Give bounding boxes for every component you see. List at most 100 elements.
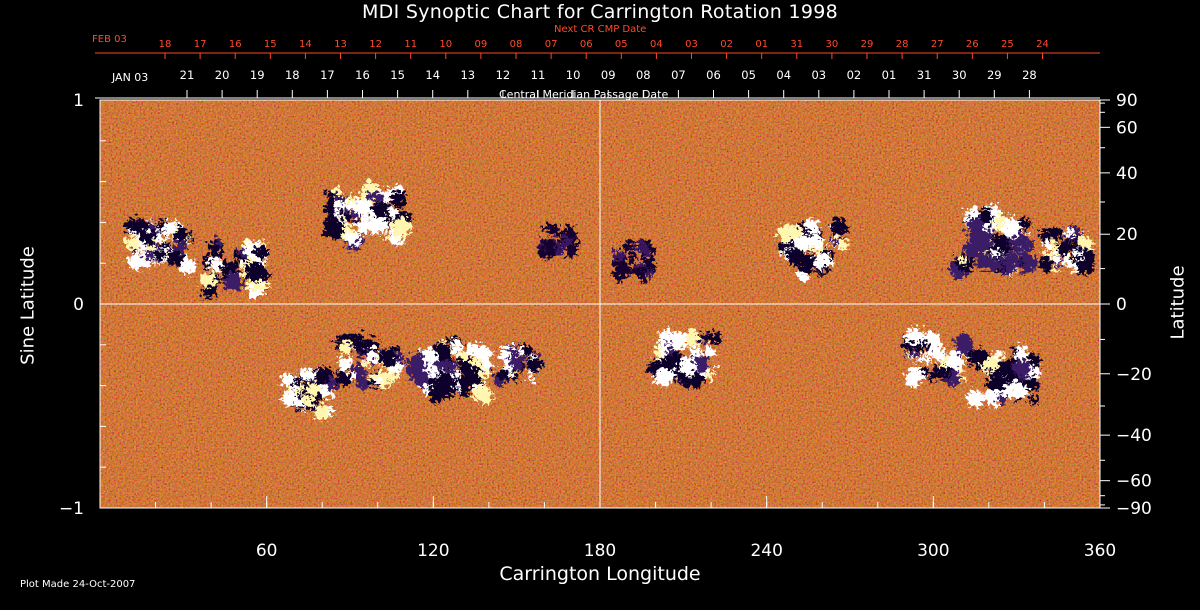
region-blob	[710, 361, 716, 367]
region-blob	[524, 373, 532, 381]
next-cr-date: 02	[720, 39, 733, 50]
region-blob	[409, 367, 427, 384]
region-blob	[1062, 260, 1071, 269]
region-blob	[514, 344, 522, 351]
region-blob	[297, 365, 309, 376]
region-blob	[158, 242, 165, 248]
region-blob	[346, 368, 354, 376]
region-blob	[1035, 226, 1048, 238]
region-blob	[242, 258, 262, 278]
x-axis-label-text: Carrington Longitude	[499, 563, 701, 585]
region-blob	[972, 360, 979, 368]
region-blob	[333, 367, 349, 383]
active-region	[331, 330, 402, 386]
region-blob	[470, 381, 490, 401]
region-blob	[352, 215, 368, 231]
region-blob	[632, 239, 644, 250]
region-blob	[306, 374, 312, 380]
active-region	[962, 342, 1038, 404]
region-blob	[640, 245, 650, 255]
region-blob	[346, 207, 357, 218]
region-blob	[1008, 355, 1029, 375]
region-blob	[341, 196, 351, 206]
cmp-axis-label: Central Meridian Passage Date	[499, 88, 669, 101]
region-blob	[619, 262, 628, 271]
region-blob	[334, 352, 349, 367]
region-blob	[196, 268, 213, 285]
region-blob	[1072, 230, 1087, 245]
next-cr-date: 12	[369, 39, 382, 50]
region-blob	[1053, 236, 1070, 253]
region-blob	[544, 224, 551, 230]
active-region	[403, 332, 490, 401]
next-cr-date: 15	[264, 39, 277, 50]
region-blob	[794, 230, 809, 244]
next-cr-date: 05	[615, 39, 628, 50]
region-blob	[985, 392, 992, 398]
region-blob	[379, 232, 385, 238]
next-cr-date: 26	[966, 39, 979, 50]
lat-tick-label: −90	[1116, 499, 1152, 519]
region-blob	[641, 265, 649, 274]
region-blob	[905, 364, 922, 382]
cmp-date: 07	[671, 68, 686, 82]
region-blob	[780, 220, 790, 230]
lat-tick-label: 40	[1116, 164, 1138, 184]
region-blob	[170, 223, 186, 239]
region-blob	[1013, 250, 1033, 270]
region-blob	[530, 347, 537, 354]
region-blob	[701, 368, 711, 378]
next-cr-date: 28	[896, 39, 909, 50]
active-region	[644, 326, 717, 385]
x-tick-label: 300	[917, 541, 949, 561]
region-blob	[521, 366, 527, 371]
region-blob	[1011, 393, 1017, 399]
region-blob	[992, 358, 1007, 372]
next-cr-date: 25	[1001, 39, 1014, 50]
region-blob	[807, 231, 820, 244]
region-blob	[919, 342, 927, 350]
active-region	[1035, 221, 1092, 271]
lat-tick-label: 60	[1116, 118, 1138, 138]
region-blob	[703, 327, 717, 341]
next-cr-date: 27	[931, 39, 944, 50]
region-blob	[388, 370, 396, 378]
active-region	[945, 202, 1033, 275]
region-blob	[534, 247, 541, 253]
region-blob	[1071, 249, 1080, 258]
region-blob	[666, 349, 680, 363]
region-blob	[336, 210, 342, 217]
cmp-date: 09	[601, 68, 616, 82]
region-blob	[934, 349, 942, 357]
region-blob	[685, 368, 702, 385]
region-blob	[523, 353, 537, 368]
region-blob	[826, 215, 846, 234]
next-cr-date: 10	[439, 39, 452, 50]
region-blob	[216, 274, 222, 280]
next-cr-month-label: FEB 03	[92, 34, 127, 45]
region-blob	[250, 242, 263, 255]
region-blob	[419, 345, 435, 361]
next-cr-axis-label: Next CR CMP Date	[554, 24, 647, 35]
cmp-date: 17	[320, 68, 335, 82]
region-blob	[309, 390, 319, 400]
cmp-date: 14	[425, 68, 440, 82]
region-blob	[221, 268, 241, 288]
next-cr-date: 14	[299, 39, 312, 50]
region-blob	[141, 225, 147, 231]
cmp-date: 13	[460, 68, 475, 82]
region-blob	[1048, 262, 1056, 269]
region-blob	[931, 360, 948, 376]
lat-tick-label: 0	[1116, 295, 1127, 315]
region-blob	[328, 182, 339, 193]
region-blob	[990, 230, 1011, 250]
x-tick-label: 240	[750, 541, 782, 561]
region-blob	[493, 364, 507, 378]
region-blob	[774, 239, 784, 249]
region-blob	[346, 330, 361, 345]
active-region	[196, 234, 267, 297]
region-blob	[301, 388, 309, 396]
cmp-date: 21	[180, 68, 195, 82]
region-blob	[506, 343, 511, 348]
region-blob	[813, 267, 818, 273]
